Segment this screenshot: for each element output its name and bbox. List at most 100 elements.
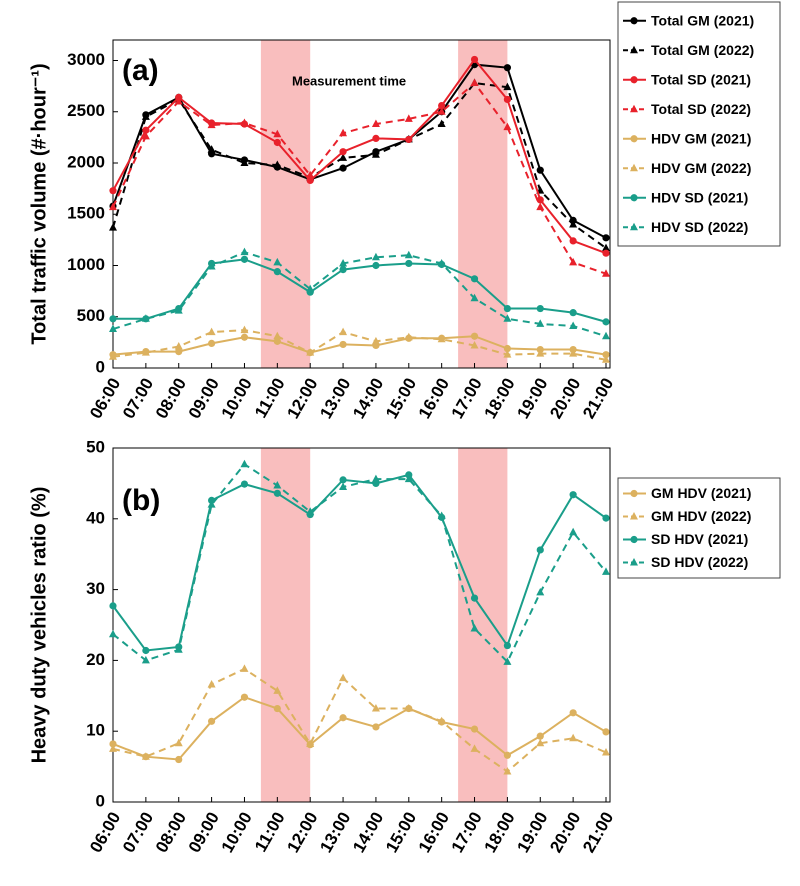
series-line [112, 81, 607, 275]
marker [339, 258, 348, 267]
marker [536, 587, 545, 596]
plot-frame [112, 447, 611, 803]
x-tick-label: 07:00 [119, 809, 157, 856]
y-tick-label: 1000 [67, 255, 105, 274]
marker [240, 693, 249, 701]
marker [273, 481, 282, 489]
measurement-span [260, 448, 311, 802]
marker [470, 744, 479, 752]
marker [536, 319, 545, 327]
marker [602, 243, 610, 252]
marker [273, 268, 281, 276]
marker [109, 740, 117, 748]
x-tick-label: 19:00 [513, 809, 551, 856]
marker [602, 269, 610, 277]
legend-label: SD HDV (2021) [651, 531, 748, 547]
y-tick-label: 10 [86, 721, 105, 740]
marker [569, 733, 578, 742]
marker [536, 349, 545, 357]
marker [536, 304, 544, 313]
marker [371, 474, 380, 483]
marker [339, 128, 348, 137]
marker [141, 752, 150, 760]
legend-label: Total SD (2021) [651, 71, 751, 87]
marker [207, 145, 216, 153]
marker [174, 738, 183, 747]
marker [371, 119, 380, 128]
marker [437, 334, 446, 343]
series-line [112, 81, 607, 249]
x-tick-label: 12:00 [283, 375, 321, 422]
marker [109, 352, 117, 360]
marker [371, 704, 380, 712]
marker [273, 160, 282, 169]
series-line [112, 335, 607, 356]
marker [569, 309, 577, 317]
legend-marker [630, 45, 638, 54]
marker [536, 196, 544, 204]
marker [602, 351, 610, 359]
marker [240, 118, 249, 127]
marker [141, 655, 150, 664]
marker [339, 148, 347, 156]
marker [207, 500, 216, 508]
marker [569, 321, 578, 329]
marker [208, 717, 216, 725]
marker [470, 275, 479, 283]
marker [371, 150, 380, 158]
x-tick-label: 11:00 [251, 375, 289, 421]
legend-marker [630, 194, 638, 202]
x-tick-label: 11:00 [251, 809, 289, 855]
marker [175, 755, 183, 764]
marker [240, 247, 249, 256]
marker [470, 78, 479, 87]
marker [306, 507, 315, 515]
marker [306, 170, 315, 179]
marker [339, 714, 347, 722]
marker [602, 747, 610, 756]
x-tick-label: 18:00 [481, 809, 519, 856]
legend-marker [630, 558, 638, 566]
marker [503, 657, 512, 665]
marker [371, 336, 380, 345]
marker [470, 624, 479, 632]
marker [141, 112, 150, 120]
marker [207, 262, 216, 270]
marker [339, 482, 348, 490]
marker [109, 223, 117, 231]
marker [503, 64, 511, 72]
marker [404, 332, 413, 341]
x-tick-label: 15:00 [382, 809, 420, 856]
marker [470, 332, 479, 340]
marker [405, 135, 413, 144]
marker [503, 767, 512, 775]
marker [503, 82, 512, 91]
marker [339, 673, 348, 682]
legend-label: HDV SD (2022) [651, 219, 748, 235]
legend-label: SD HDV (2022) [651, 554, 748, 570]
y-tick-label: 50 [86, 437, 105, 456]
x-tick-label: 17:00 [448, 375, 486, 422]
marker [602, 355, 610, 363]
marker [602, 567, 610, 575]
marker [372, 261, 380, 270]
legend-marker [630, 104, 638, 113]
marker [569, 527, 578, 536]
marker [240, 664, 249, 672]
annotation: Measurement time [292, 73, 406, 88]
marker [273, 138, 281, 147]
marker [273, 489, 281, 497]
y-tick-label: 2000 [67, 152, 105, 171]
marker [503, 641, 511, 650]
marker [306, 739, 315, 747]
legend-box [617, 1, 781, 247]
x-tick-label: 09:00 [185, 375, 223, 422]
measurement-span [260, 40, 311, 368]
marker [141, 131, 150, 140]
marker [536, 732, 544, 740]
x-tick-label: 16:00 [415, 809, 453, 856]
x-tick-label: 10:00 [218, 809, 256, 856]
marker [273, 257, 282, 266]
series-line [112, 251, 607, 338]
marker [339, 340, 347, 349]
